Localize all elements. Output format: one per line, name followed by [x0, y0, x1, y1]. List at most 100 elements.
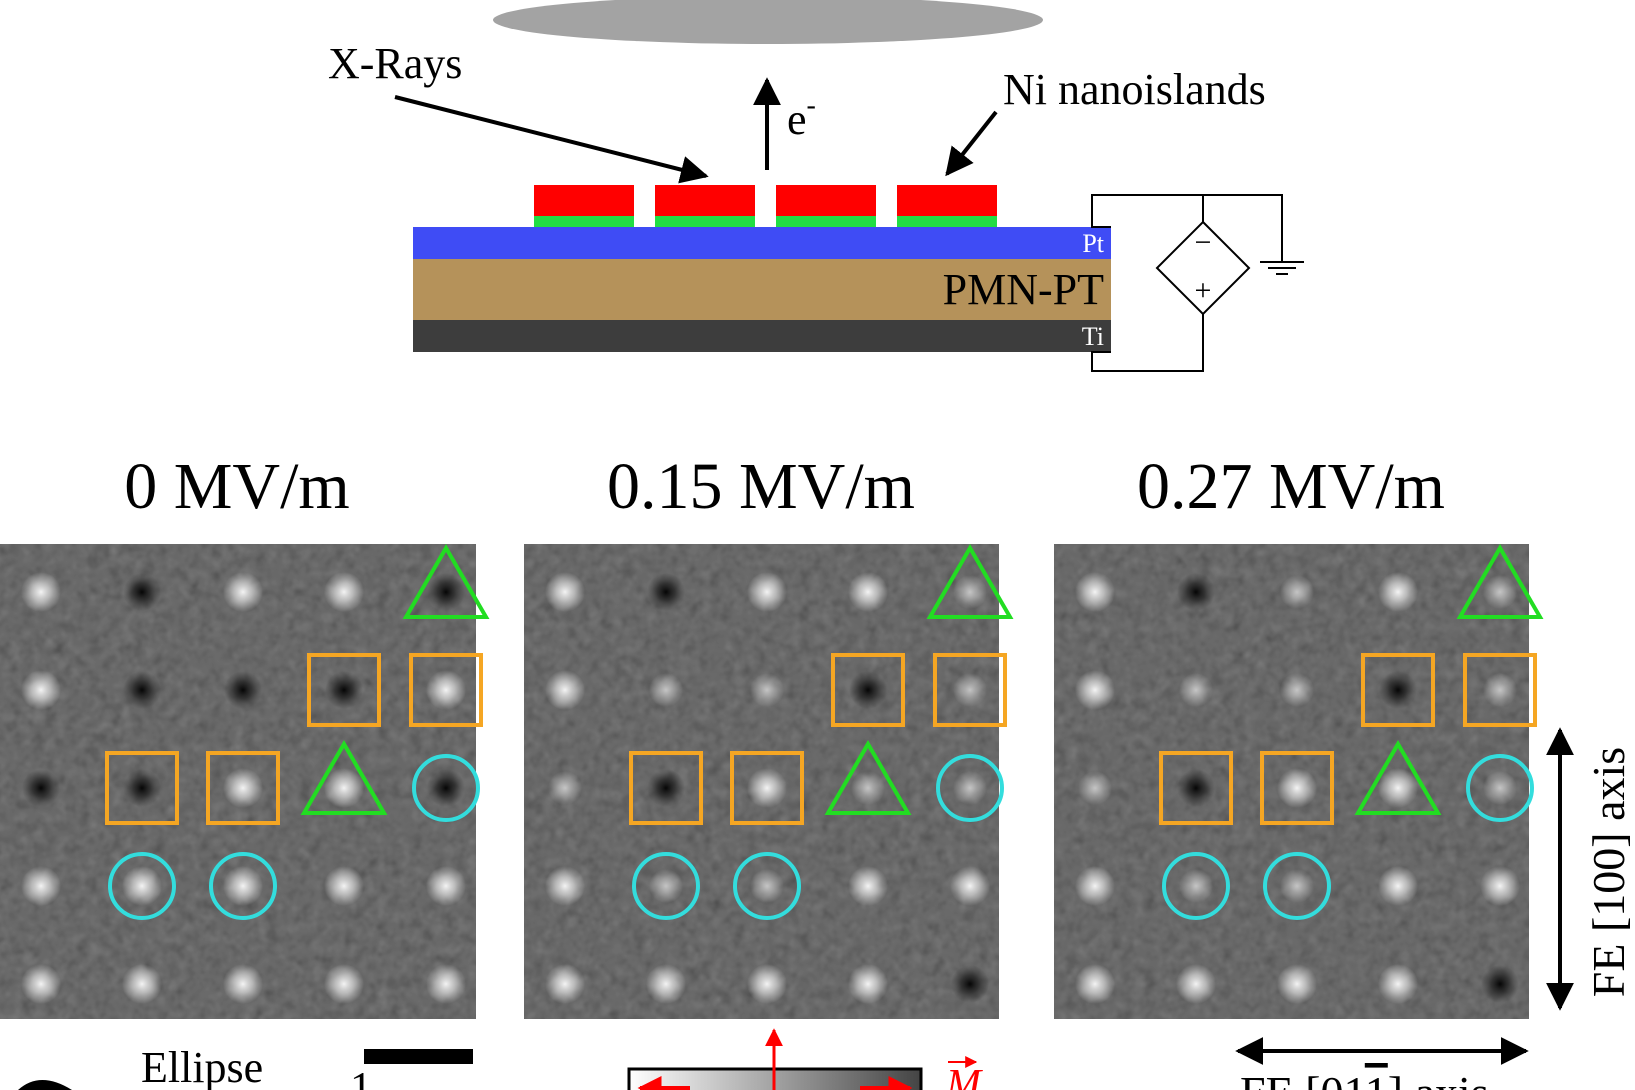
nanoisland-spot: [1075, 670, 1115, 710]
circle-marker: [733, 852, 801, 920]
nanoisland-spot: [426, 670, 466, 710]
nanoisland-spot: [1483, 575, 1517, 609]
nanoisland-spot: [1480, 866, 1520, 906]
nanoisland-spot: [1378, 768, 1418, 808]
nanoisland-spot: [1280, 575, 1314, 609]
nanoislands-arrow: [945, 110, 998, 177]
nanoisland-spot: [950, 866, 990, 906]
nanoisland-spot: [426, 866, 466, 906]
nanoisland-spot: [747, 768, 787, 808]
nanoisland-spot: [951, 965, 989, 1003]
nanoisland-spot: [1177, 573, 1215, 611]
xrays-arrow: [394, 95, 709, 184]
circle-marker: [1263, 852, 1331, 920]
dependent-source-icon: [1155, 220, 1251, 316]
nanoisland-spot: [545, 670, 585, 710]
horizontal-axis-label: FE [011] axis: [1240, 1067, 1489, 1090]
nanoisland-spot: [953, 575, 987, 609]
source-plus: +: [1195, 274, 1212, 307]
nanoisland-spot: [649, 673, 683, 707]
triangle-marker: [1456, 544, 1544, 619]
square-marker: [1260, 751, 1334, 825]
square-marker: [307, 653, 381, 727]
circle-marker: [108, 852, 176, 920]
nanoisland-spot: [123, 671, 161, 709]
nanoisland-spot: [324, 964, 364, 1004]
ti-layer: [413, 320, 1111, 352]
nanoisland-spot: [1075, 572, 1115, 612]
nanoisland-spot: [427, 769, 465, 807]
nanoisland-spot: [747, 572, 787, 612]
ti-label: Ti: [1082, 322, 1104, 351]
square-marker: [1463, 653, 1537, 727]
scale-bar: [364, 1049, 473, 1064]
horizontal-axis-label-bar: 1: [1365, 1067, 1388, 1090]
electron-label: e-: [787, 90, 816, 144]
nanoislands-label: Ni nanoislands: [1003, 65, 1266, 114]
nanoisland-spot: [21, 964, 61, 1004]
xrays-label: X-Rays: [328, 39, 462, 88]
nanoisland-spot: [1481, 965, 1519, 1003]
nanoisland-spot: [750, 673, 784, 707]
voltage-source-circuit: [1091, 194, 1304, 372]
nanoisland-spot: [1179, 673, 1213, 707]
nanoisland-spot: [21, 572, 61, 612]
nanoisland-spot: [953, 673, 987, 707]
magnetization-label: M: [945, 1062, 983, 1090]
nanoisland-spot: [223, 768, 263, 808]
nanoisland: [897, 185, 997, 227]
nanoisland: [655, 185, 755, 227]
nanoisland-spot: [1075, 866, 1115, 906]
nanoisland-spot: [223, 964, 263, 1004]
image-panel-0: [0, 544, 490, 1019]
square-marker: [831, 653, 905, 727]
vertical-axis-label: FE [100] axis: [1583, 747, 1634, 997]
nanoisland-spot: [848, 572, 888, 612]
device-schematic: X-Rays e- Ni nanoislands Pt PMN-PT Ti: [328, 0, 1304, 372]
square-marker: [1159, 751, 1233, 825]
ellipse-legend-label: Ellipse: [141, 1043, 263, 1090]
panel-title-0: 0 MV/m: [124, 450, 350, 523]
nanoisland-spot: [1378, 866, 1418, 906]
nanoisland-spot: [1075, 964, 1115, 1004]
circle-marker: [209, 852, 277, 920]
nanoisland-spot: [21, 866, 61, 906]
nanoisland-spot: [750, 869, 784, 903]
circle-marker: [1162, 852, 1230, 920]
square-marker: [1361, 653, 1435, 727]
square-marker: [105, 751, 179, 825]
nanoisland-spot: [1483, 673, 1517, 707]
pt-label: Pt: [1082, 229, 1104, 258]
triangle-marker: [300, 740, 388, 815]
nanoisland-spot: [1483, 771, 1517, 805]
image-panel-1: [524, 544, 1014, 1019]
circle-marker: [412, 754, 480, 822]
nanoisland-spot: [545, 572, 585, 612]
nanoisland-spot: [849, 671, 887, 709]
pt-layer: [413, 227, 1111, 259]
nanoisland-spot: [1177, 769, 1215, 807]
nanoisland-spot: [545, 964, 585, 1004]
nanoisland-spot: [426, 964, 466, 1004]
nanoisland-spot: [1277, 964, 1317, 1004]
panel-title-1: 0.15 MV/m: [607, 450, 915, 523]
square-marker: [629, 751, 703, 825]
triangle-marker: [926, 544, 1014, 619]
electron-symbol: e: [787, 95, 807, 144]
nanoisland-spot: [1078, 771, 1112, 805]
nanoisland-spot: [1280, 869, 1314, 903]
square-marker: [206, 751, 280, 825]
triangle-marker: [1354, 740, 1442, 815]
nanoisland-spot: [953, 771, 987, 805]
circle-marker: [632, 852, 700, 920]
nanoisland-spot: [122, 866, 162, 906]
scale-bar-label: 1: [350, 1063, 372, 1090]
nanoisland-spot: [324, 768, 364, 808]
nanoisland-spot: [647, 769, 685, 807]
nanoisland-spot: [324, 572, 364, 612]
nanoisland-spot: [1277, 768, 1317, 808]
nanoisland-spot: [545, 866, 585, 906]
panel-letter-glyph: [18, 1080, 72, 1090]
nanoisland-spot: [1280, 673, 1314, 707]
